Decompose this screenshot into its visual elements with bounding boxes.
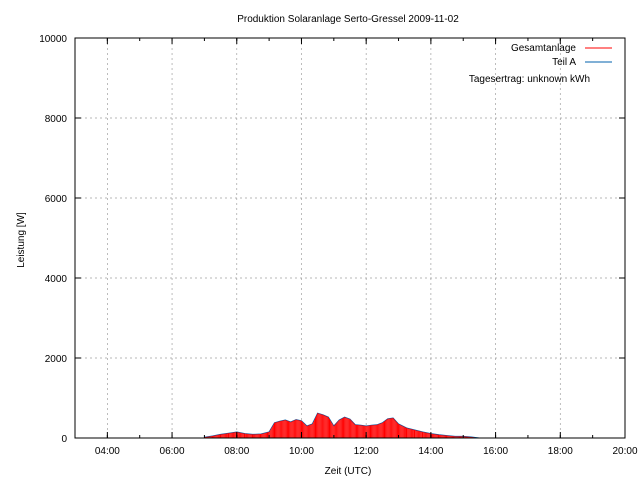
- plot-frame: [74, 37, 626, 439]
- x-tick-label: 10:00: [289, 446, 314, 457]
- chart-title: Produktion Solaranlage Serto-Gressel 200…: [237, 14, 459, 25]
- x-axis: 04:00 06:00 08:00 10:00 12:00 14:00 16:00 18:00…: [95, 38, 638, 457]
- x-tick-label: 20:00: [612, 446, 637, 457]
- x-axis-label: Zeit (UTC): [325, 466, 372, 477]
- y-tick-label: 2000: [45, 354, 68, 365]
- y-tick-label: 0: [61, 434, 67, 445]
- x-tick-label: 14:00: [418, 446, 443, 457]
- y-tick-label: 4000: [45, 274, 68, 285]
- y-tick-label: 6000: [45, 194, 68, 205]
- series-layer: [203, 412, 480, 439]
- y-tick-label: 8000: [45, 114, 68, 125]
- x-tick-label: 08:00: [224, 446, 249, 457]
- legend: Gesamtanlage Teil A: [511, 43, 612, 68]
- legend-label-teil-a: Teil A: [552, 57, 576, 68]
- y-axis-label: Leistung [W]: [16, 212, 27, 268]
- y-tick-label: 10000: [39, 34, 67, 45]
- grid: [75, 38, 625, 438]
- x-tick-label: 16:00: [483, 446, 508, 457]
- daily-yield-annotation: Tagesertrag: unknown kWh: [469, 74, 590, 85]
- y-axis: 0 2000 4000 6000 8000 10000: [39, 34, 625, 445]
- legend-label-gesamtanlage: Gesamtanlage: [511, 43, 576, 54]
- x-tick-label: 04:00: [95, 446, 120, 457]
- x-tick-label: 18:00: [548, 446, 573, 457]
- x-tick-label: 06:00: [160, 446, 185, 457]
- x-tick-label: 12:00: [354, 446, 379, 457]
